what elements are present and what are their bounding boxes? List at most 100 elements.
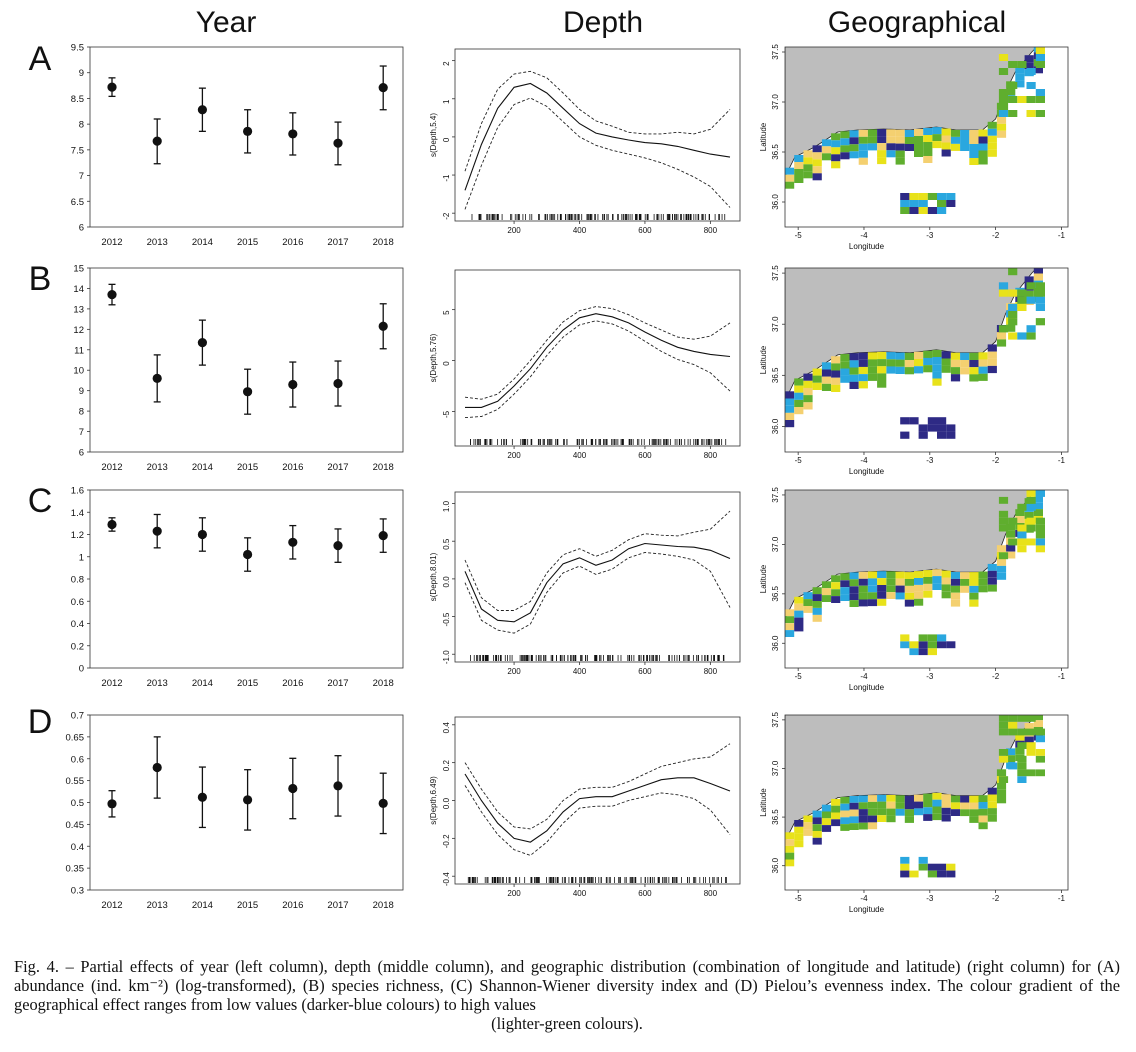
effect-cell bbox=[941, 591, 951, 599]
y-tick-label: 37.0 bbox=[771, 536, 780, 552]
effect-cell bbox=[927, 634, 937, 642]
effect-cell bbox=[1015, 747, 1025, 755]
effect-cell bbox=[785, 609, 795, 617]
x-tick-label: 2012 bbox=[101, 900, 122, 911]
effect-cell bbox=[794, 840, 804, 848]
effect-cell bbox=[950, 592, 961, 600]
effect-cell bbox=[950, 136, 961, 144]
effect-cell bbox=[840, 145, 850, 153]
effect-cell bbox=[794, 378, 804, 386]
effect-cell bbox=[1017, 742, 1027, 749]
effect-cell bbox=[867, 801, 878, 809]
effect-cell bbox=[969, 795, 979, 803]
geo-plot-frame bbox=[784, 489, 1069, 669]
effect-cell bbox=[941, 801, 951, 808]
effect-cell bbox=[877, 143, 887, 151]
effect-cell bbox=[941, 570, 951, 578]
effect-cell bbox=[996, 796, 1007, 804]
effect-cell bbox=[840, 796, 850, 804]
effect-cell bbox=[803, 599, 813, 606]
x-tick-label: 2012 bbox=[101, 678, 122, 689]
effect-cell bbox=[1017, 332, 1027, 340]
effect-cell bbox=[1006, 524, 1016, 531]
effect-cell bbox=[840, 824, 850, 831]
effect-cell bbox=[987, 814, 997, 822]
y-tick-label: 0.7 bbox=[71, 711, 84, 722]
y-tick-label: 0.6 bbox=[71, 754, 84, 765]
effect-cell bbox=[877, 359, 887, 367]
effect-cell bbox=[941, 142, 951, 150]
x-tick-label: 2015 bbox=[237, 900, 258, 911]
effect-cell bbox=[950, 143, 961, 151]
effect-cell bbox=[996, 789, 1007, 797]
effect-cell bbox=[918, 200, 928, 207]
effect-cell bbox=[1017, 303, 1027, 311]
effect-cell bbox=[914, 598, 924, 606]
y-tick-label: 8 bbox=[79, 120, 84, 131]
effect-cell bbox=[904, 367, 914, 375]
geo-plot-c: -5 -4 -3 -2 -1 36.0 36.5 37.0 37.5 Longitude Latit… bbox=[759, 487, 1069, 692]
effect-cell bbox=[821, 146, 832, 154]
effect-cell bbox=[978, 585, 988, 593]
effect-cell bbox=[978, 157, 988, 165]
effect-cell bbox=[904, 795, 914, 803]
effect-cell bbox=[1017, 769, 1027, 777]
effect-cell bbox=[932, 349, 942, 358]
effect-cell bbox=[996, 123, 1007, 131]
effect-cell bbox=[812, 810, 822, 818]
effect-cell bbox=[927, 193, 937, 200]
effect-cell bbox=[803, 150, 813, 158]
x-tick-label: 2013 bbox=[147, 462, 168, 473]
effect-cell bbox=[904, 144, 914, 151]
effect-cell bbox=[831, 356, 841, 364]
effect-cell bbox=[858, 136, 868, 144]
effect-cell bbox=[803, 387, 813, 396]
rug-marks bbox=[471, 214, 726, 220]
effect-cell bbox=[998, 517, 1009, 525]
effect-cell bbox=[941, 814, 951, 822]
effect-cell bbox=[937, 863, 947, 871]
year-plot-a: 6 6.5 7 7.5 8 8.5 9 9.5 2012 2013 2014 2015 2016 2017… bbox=[71, 43, 404, 248]
effect-cell bbox=[886, 352, 896, 360]
effect-cell bbox=[886, 578, 896, 586]
smooth-fit-line bbox=[464, 773, 731, 843]
effect-cell bbox=[904, 579, 914, 586]
effect-cell bbox=[794, 820, 804, 827]
data-point bbox=[197, 792, 207, 802]
effect-cell bbox=[900, 207, 910, 214]
effect-cell bbox=[900, 431, 910, 439]
effect-cell bbox=[923, 590, 933, 598]
geo-map bbox=[785, 268, 1045, 439]
effect-cell bbox=[946, 193, 956, 200]
effect-cell bbox=[1017, 715, 1027, 722]
x-tick-label: 2015 bbox=[237, 237, 258, 248]
x-tick-label: 2018 bbox=[373, 900, 394, 911]
effect-cell bbox=[1026, 110, 1036, 117]
y-tick-label: 36.5 bbox=[771, 144, 780, 160]
effect-cell bbox=[969, 137, 979, 144]
effect-cell bbox=[877, 794, 887, 802]
geo-y-axis-label: Latitude bbox=[759, 345, 768, 374]
effect-cell bbox=[914, 801, 924, 809]
effect-cell bbox=[785, 845, 795, 853]
effect-cell bbox=[831, 575, 841, 583]
effect-cell bbox=[877, 157, 887, 165]
x-tick-label: 200 bbox=[507, 451, 521, 460]
y-tick-label: 7 bbox=[79, 171, 84, 182]
y-tick-label: 5 bbox=[442, 310, 451, 315]
x-tick-label: 2012 bbox=[101, 462, 122, 473]
y-tick-label: 0.3 bbox=[71, 886, 84, 897]
effect-cell bbox=[858, 143, 868, 151]
effect-cell bbox=[895, 795, 905, 803]
effect-cell bbox=[1006, 748, 1016, 756]
effect-cell bbox=[904, 137, 914, 144]
effect-cell bbox=[831, 370, 841, 378]
effect-cell bbox=[1006, 544, 1016, 552]
effect-cell bbox=[1006, 324, 1016, 332]
year-plot-b: 6 7 8 9 10 11 12 13 14 15 2012 2013 2014 2015 2016 2017… bbox=[73, 264, 404, 473]
effect-cell bbox=[785, 405, 795, 413]
y-tick-label: 6 bbox=[79, 223, 84, 234]
effect-cell bbox=[1035, 89, 1045, 96]
effect-cell bbox=[900, 417, 910, 425]
column-header-year: Year bbox=[196, 6, 257, 39]
